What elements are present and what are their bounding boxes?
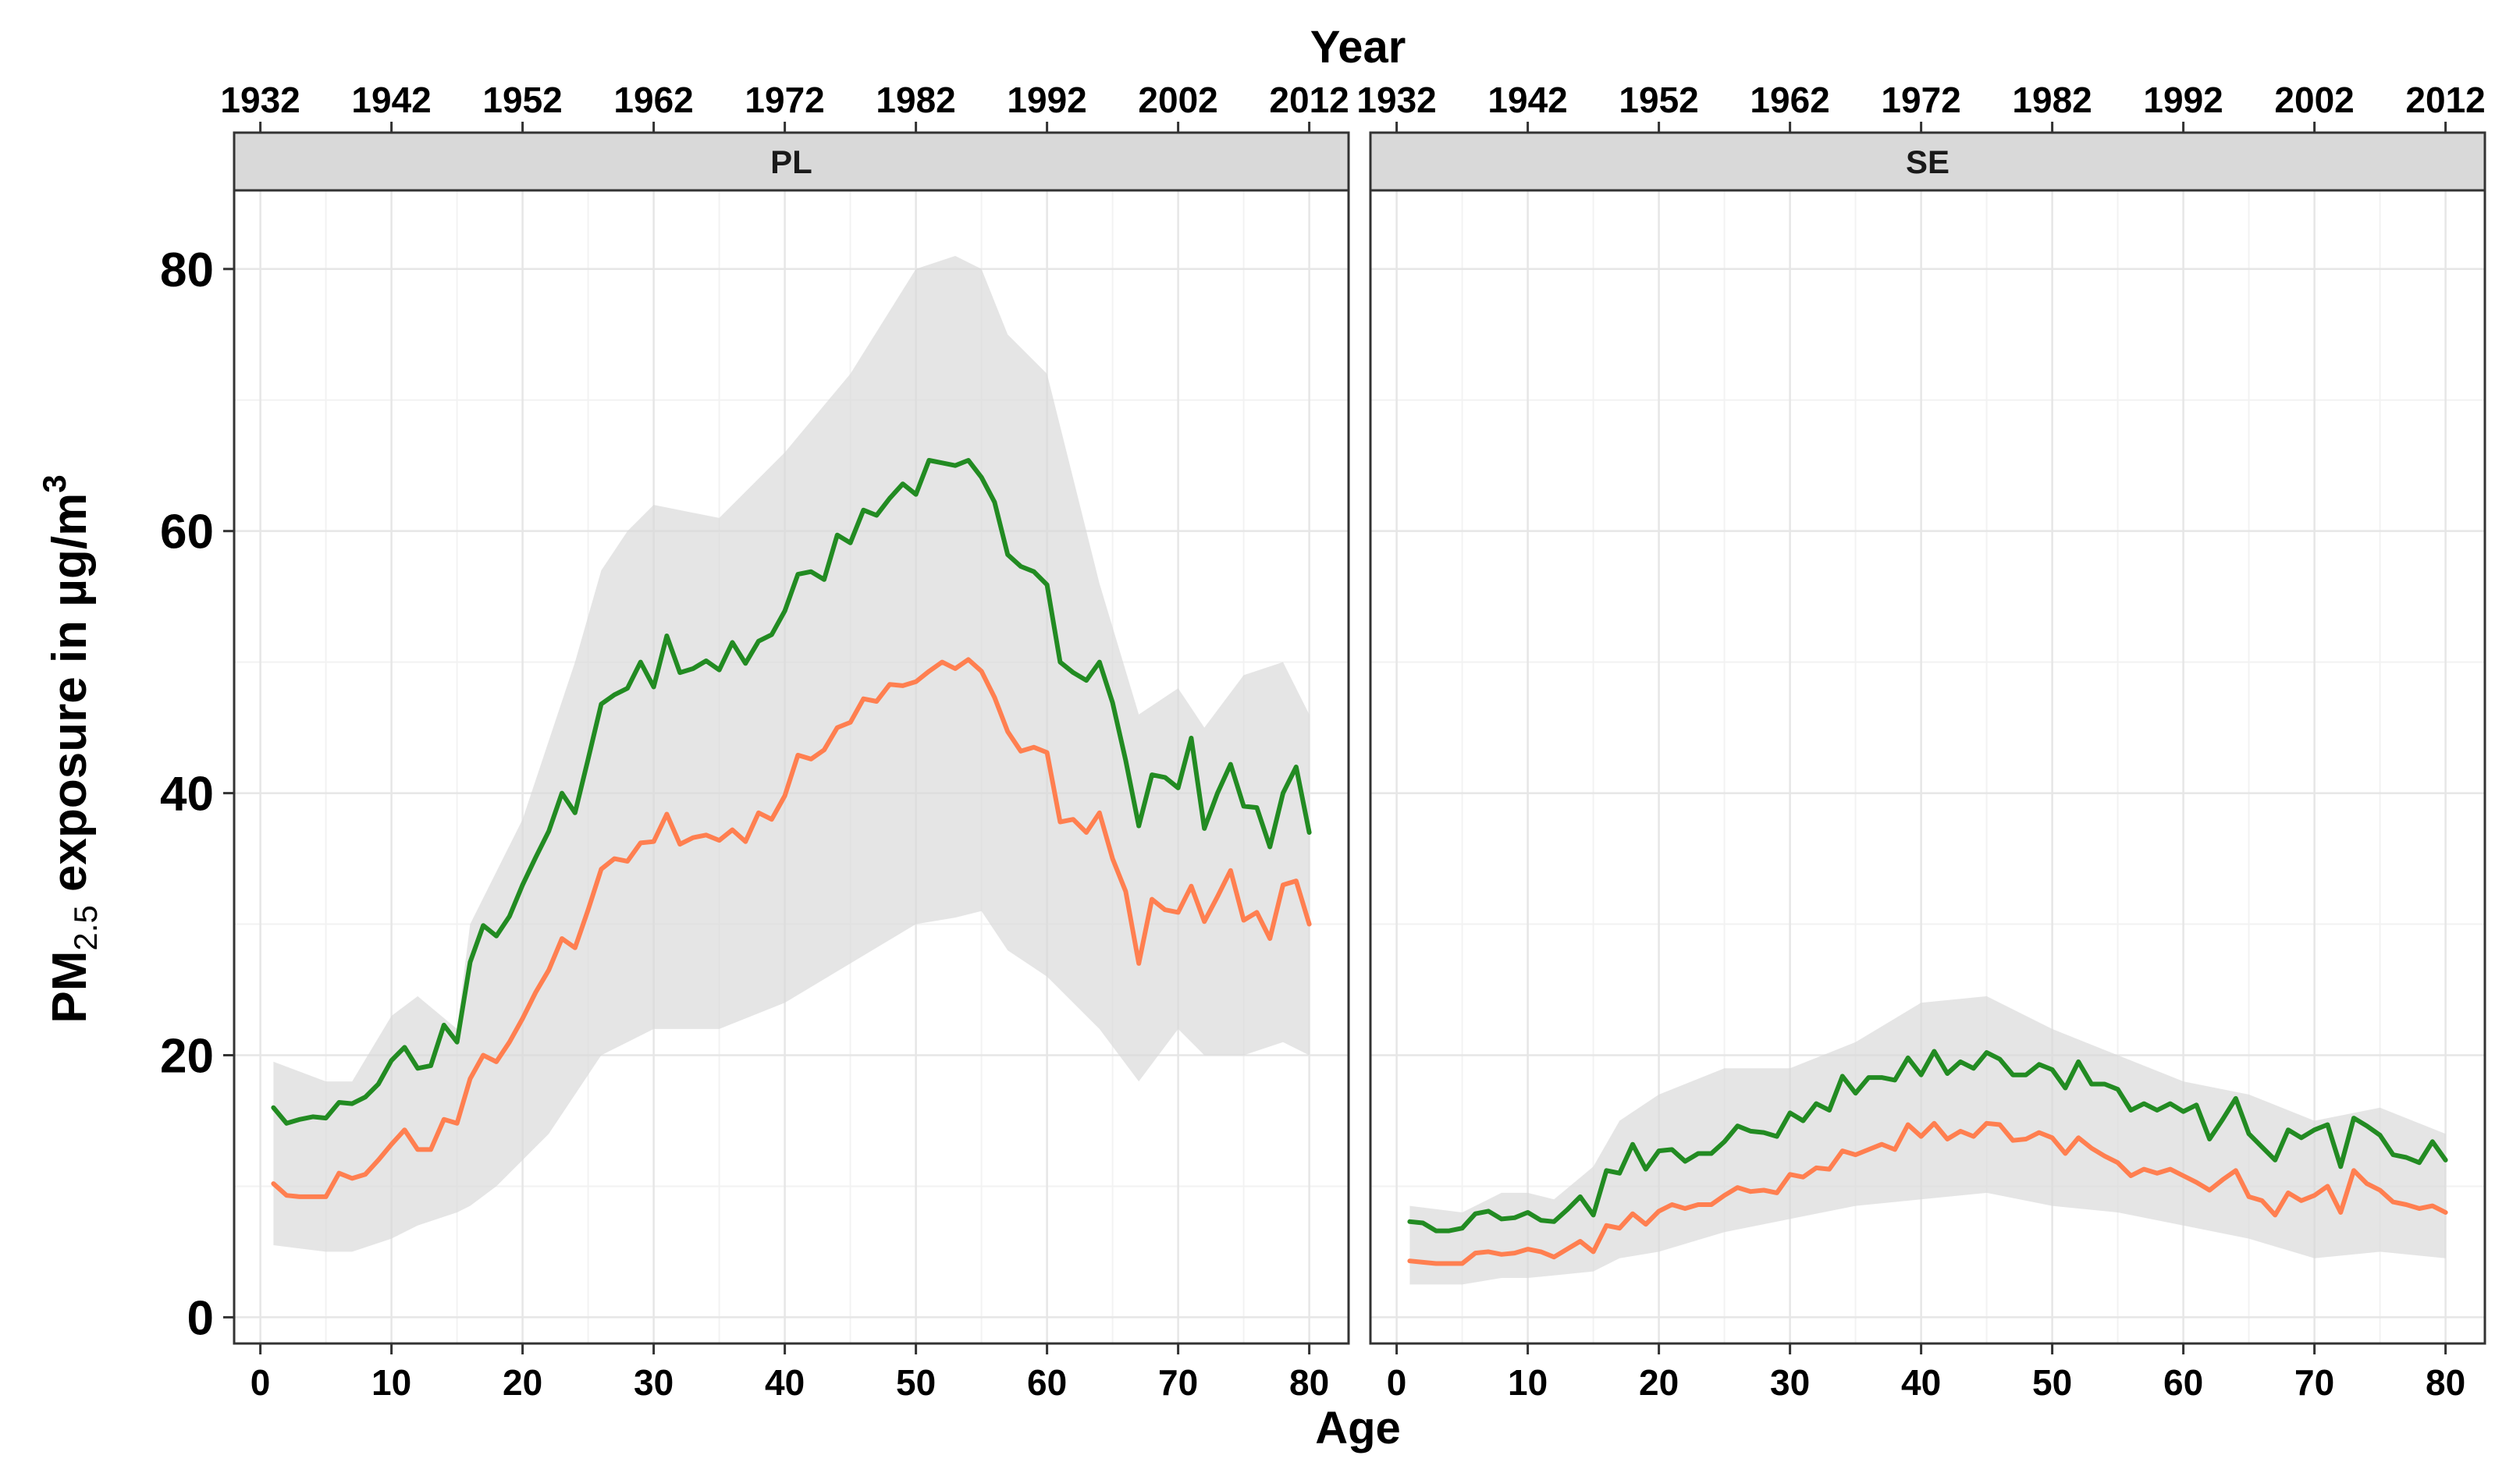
y-axis: 0 20 40 60 80 — [160, 243, 234, 1345]
ribbon-pl — [273, 256, 1310, 1252]
x-tick-label: 50 — [896, 1362, 936, 1403]
ribbon-se — [1409, 996, 2446, 1285]
panel-se: SE 0 10 20 30 40 50 60 70 80 1932 1942 1952 1962 1972 1… — [1356, 80, 2486, 1403]
x-top-tick-label: 1952 — [1619, 80, 1698, 120]
x-tick-label: 20 — [1639, 1362, 1679, 1403]
series-line-se-2 — [1407, 1120, 2448, 1266]
strip-label: PL — [770, 144, 812, 180]
x-axis-bottom-title: Age — [1315, 1403, 1401, 1453]
y-axis-title-sub: 2.5 — [67, 905, 104, 950]
x-tick-label: 70 — [2294, 1362, 2334, 1403]
panels-layer: PL 0 10 20 30 40 50 60 70 80 1932 1942 1952 1962 1972 1… — [160, 80, 2486, 1403]
x-top-tick-label: 1982 — [876, 80, 955, 120]
x-tick-label: 70 — [1158, 1362, 1198, 1403]
x-top-tick-label: 1932 — [1356, 80, 1436, 120]
x-tick-label: 10 — [1508, 1362, 1548, 1403]
x-top-tick-label: 1962 — [1750, 80, 1829, 120]
x-tick-label: 80 — [2426, 1362, 2465, 1403]
series-line-pl-2 — [271, 657, 1312, 1199]
series-line-pl-1 — [271, 458, 1312, 1126]
x-top-tick-label: 1992 — [2143, 80, 2223, 120]
y-axis-title-main: exposure in µg/m — [43, 493, 97, 905]
x-tick-label: 0 — [251, 1362, 271, 1403]
y-tick-label: 0 — [187, 1291, 214, 1345]
panel-pl: PL 0 10 20 30 40 50 60 70 80 1932 1942 1952 1962 1972 1… — [220, 80, 1350, 1403]
x-tick-label: 10 — [371, 1362, 411, 1403]
x-axis-top-title: Year — [1310, 22, 1406, 73]
x-top-tick-label: 1992 — [1007, 80, 1086, 120]
x-top-tick-label: 1942 — [351, 80, 431, 120]
x-top-tick-label: 2012 — [2405, 80, 2485, 120]
x-tick-label: 0 — [1387, 1362, 1407, 1403]
x-tick-label: 20 — [503, 1362, 542, 1403]
x-top-tick-label: 1942 — [1487, 80, 1567, 120]
x-top-tick-label: 2002 — [1138, 80, 1217, 120]
x-top-tick-label: 1932 — [220, 80, 300, 120]
y-axis-title: PM2.5 exposure in µg/m3 — [36, 474, 104, 1023]
y-axis-title-sup: 3 — [36, 474, 73, 492]
x-top-tick-label: 2002 — [2274, 80, 2354, 120]
x-tick-label: 60 — [1027, 1362, 1067, 1403]
x-top-tick-label: 1972 — [745, 80, 824, 120]
series-line-se-1 — [1407, 1049, 2448, 1233]
y-tick-label: 80 — [160, 243, 214, 297]
y-tick-label: 20 — [160, 1030, 214, 1084]
strip-pl — [233, 131, 1350, 192]
y-tick-label: 40 — [160, 768, 214, 822]
x-top-tick-label: 1952 — [482, 80, 562, 120]
strip-se — [1369, 131, 2486, 192]
x-tick-label: 40 — [765, 1362, 805, 1403]
x-top-tick-label: 2012 — [1269, 80, 1349, 120]
x-top-tick-label: 1972 — [1881, 80, 1960, 120]
y-tick-label: 60 — [160, 506, 214, 559]
x-tick-label: 30 — [1770, 1362, 1810, 1403]
x-tick-label: 40 — [1901, 1362, 1941, 1403]
x-top-tick-label: 1962 — [613, 80, 693, 120]
x-tick-label: 50 — [2032, 1362, 2072, 1403]
y-axis-title-prefix: PM — [43, 951, 97, 1024]
x-tick-label: 30 — [634, 1362, 674, 1403]
x-tick-label: 60 — [2163, 1362, 2203, 1403]
x-tick-label: 80 — [1289, 1362, 1329, 1403]
strip-label: SE — [1906, 144, 1950, 180]
x-top-tick-label: 1982 — [2012, 80, 2092, 120]
